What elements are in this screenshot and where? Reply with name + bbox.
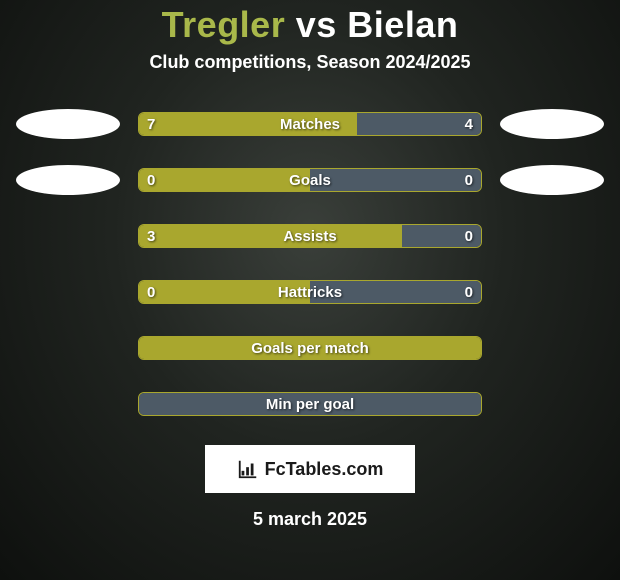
stat-bar: Min per goal [138, 392, 482, 416]
bar-right-segment [402, 225, 481, 247]
spacer [16, 389, 120, 419]
bar-right-segment [310, 169, 481, 191]
bar-left-segment [139, 281, 310, 303]
player1-marker [16, 165, 120, 195]
stat-row: Goals per match [0, 333, 620, 363]
spacer [16, 221, 120, 251]
bar-left-segment [139, 337, 481, 359]
subtitle: Club competitions, Season 2024/2025 [0, 52, 620, 73]
stat-row: 30Assists [0, 221, 620, 251]
bar-left-segment [139, 113, 357, 135]
title: Tregler vs Bielan [0, 4, 620, 46]
bar-right-segment [357, 113, 481, 135]
title-vs: vs [296, 4, 337, 45]
stat-bar: 00Goals [138, 168, 482, 192]
logo-box: FcTables.com [205, 445, 415, 493]
stat-bar: Goals per match [138, 336, 482, 360]
player1-marker [16, 109, 120, 139]
bar-left-segment [139, 225, 402, 247]
logo-text: FcTables.com [265, 459, 384, 480]
stat-bar: 00Hattricks [138, 280, 482, 304]
player2-marker [500, 165, 604, 195]
spacer [500, 333, 604, 363]
date: 5 march 2025 [0, 509, 620, 530]
chart-icon [237, 458, 259, 480]
stat-bar: 30Assists [138, 224, 482, 248]
title-player2: Bielan [347, 4, 458, 45]
spacer [500, 389, 604, 419]
stat-row: Min per goal [0, 389, 620, 419]
spacer [500, 221, 604, 251]
bar-right-segment [139, 393, 481, 415]
stat-row: 74Matches [0, 109, 620, 139]
stats-area: 74Matches 00Goals 30Assists 00Hattricks Goal… [0, 109, 620, 419]
spacer [500, 277, 604, 307]
bar-left-segment [139, 169, 310, 191]
bar-right-segment [310, 281, 481, 303]
main-container: Tregler vs Bielan Club competitions, Sea… [0, 0, 620, 580]
stat-row: 00Goals [0, 165, 620, 195]
title-player1: Tregler [162, 4, 286, 45]
stat-bar: 74Matches [138, 112, 482, 136]
stat-row: 00Hattricks [0, 277, 620, 307]
spacer [16, 277, 120, 307]
player2-marker [500, 109, 604, 139]
spacer [16, 333, 120, 363]
